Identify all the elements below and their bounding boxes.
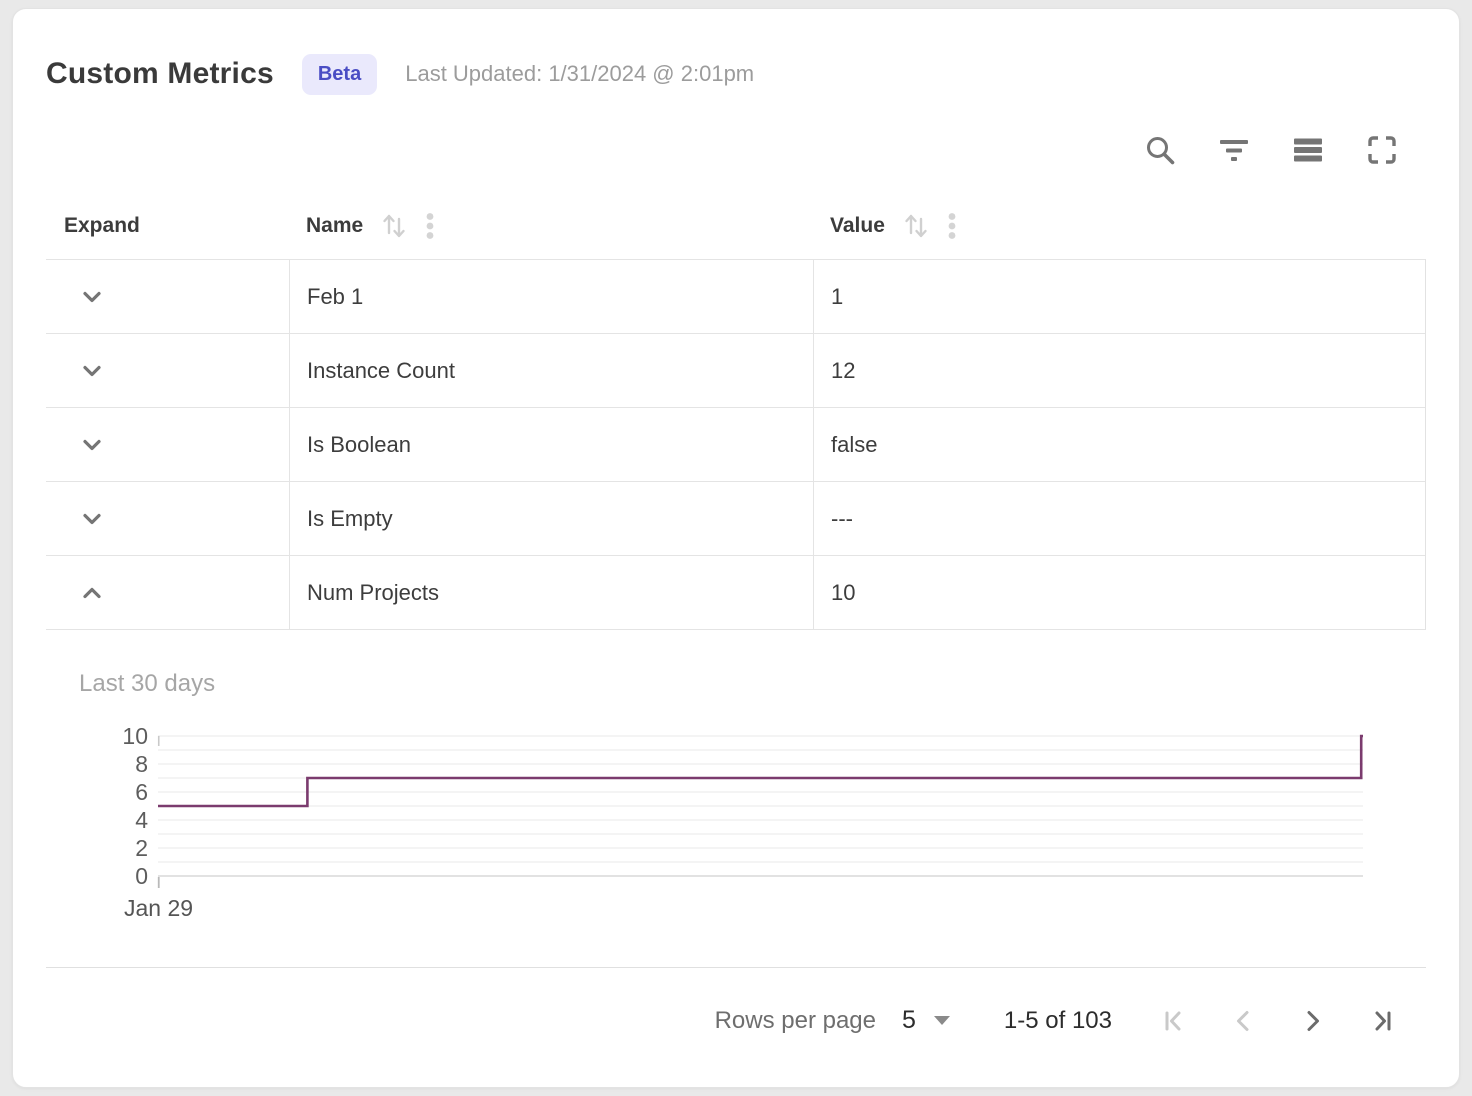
rows-per-page-value: 5 bbox=[902, 1006, 916, 1034]
expand-row-icon[interactable] bbox=[74, 432, 110, 458]
beta-badge: Beta bbox=[301, 53, 378, 95]
custom-metrics-card: Custom Metrics Beta Last Updated: 1/31/2… bbox=[12, 8, 1460, 1088]
table-footer: Rows per page 5 1-5 of 103 bbox=[46, 967, 1426, 1073]
expand-cell bbox=[46, 556, 289, 629]
metric-value-cell: --- bbox=[813, 482, 1425, 555]
pagination-range: 1-5 of 103 bbox=[1003, 1006, 1112, 1034]
rows-per-page-select[interactable]: 5 bbox=[902, 1006, 950, 1035]
metric-value-cell: 10 bbox=[813, 556, 1425, 629]
page-title: Custom Metrics bbox=[46, 57, 274, 90]
column-menu-icon[interactable] bbox=[425, 211, 435, 241]
table-header-row: Expand Name Value bbox=[46, 193, 1426, 259]
metric-name: Is Empty bbox=[307, 505, 393, 531]
metric-name-cell: Feb 1 bbox=[289, 260, 813, 333]
metric-value: false bbox=[831, 431, 878, 457]
table-toolbar bbox=[46, 133, 1426, 167]
last-updated-text: Last Updated: 1/31/2024 @ 2:01pm bbox=[405, 61, 755, 86]
y-tick-label: 10 bbox=[122, 726, 148, 749]
table-row: Feb 1 1 bbox=[46, 259, 1425, 333]
expand-cell bbox=[46, 408, 289, 481]
y-tick-label: 8 bbox=[135, 751, 148, 777]
chevron-down-icon bbox=[933, 1016, 950, 1025]
column-header-label: Value bbox=[830, 214, 885, 237]
metric-name: Feb 1 bbox=[307, 283, 364, 309]
metric-name: Is Boolean bbox=[307, 431, 411, 457]
y-tick-label: 4 bbox=[135, 807, 148, 833]
metric-name-cell: Is Boolean bbox=[289, 408, 813, 481]
metric-value-cell: 12 bbox=[813, 334, 1425, 407]
expand-row-icon[interactable] bbox=[74, 358, 110, 384]
rows-per-page-label: Rows per page bbox=[714, 1006, 876, 1034]
table-row: Is Boolean false bbox=[46, 407, 1425, 481]
collapse-row-icon[interactable] bbox=[74, 580, 110, 606]
column-header-label: Expand bbox=[64, 214, 140, 237]
metric-value-cell: false bbox=[813, 408, 1425, 481]
chart-title: Last 30 days bbox=[79, 670, 216, 697]
expand-cell bbox=[46, 482, 289, 555]
metric-value: --- bbox=[831, 505, 853, 531]
previous-page-icon[interactable] bbox=[1228, 1006, 1258, 1036]
y-tick-label: 6 bbox=[135, 779, 148, 805]
table-row: Instance Count 12 bbox=[46, 333, 1425, 407]
metrics-table: Expand Name Value bbox=[46, 193, 1426, 630]
table-row: Is Empty --- bbox=[46, 481, 1425, 555]
metric-value-cell: 1 bbox=[813, 260, 1425, 333]
table-row: Num Projects 10 bbox=[46, 555, 1425, 629]
metric-name: Instance Count bbox=[307, 357, 455, 383]
first-page-icon[interactable] bbox=[1158, 1006, 1188, 1036]
x-tick-label: Jan 29 bbox=[124, 895, 193, 921]
page-header: Custom Metrics Beta Last Updated: 1/31/2… bbox=[46, 51, 1426, 97]
table-body: Feb 1 1 Instance Count 12 Is Boolean false Is … bbox=[46, 259, 1426, 630]
metric-value: 10 bbox=[831, 579, 856, 605]
search-icon[interactable] bbox=[1144, 134, 1176, 166]
last-page-icon[interactable] bbox=[1368, 1006, 1398, 1036]
metric-step-line bbox=[158, 734, 1363, 808]
metric-name: Num Projects bbox=[307, 579, 440, 605]
column-menu-icon[interactable] bbox=[947, 211, 957, 241]
expand-cell bbox=[46, 260, 289, 333]
expand-cell bbox=[46, 334, 289, 407]
metric-value: 12 bbox=[831, 357, 856, 383]
next-page-icon[interactable] bbox=[1298, 1006, 1328, 1036]
column-header-expand: Expand bbox=[46, 214, 289, 238]
y-tick-label: 0 bbox=[135, 863, 148, 889]
sort-icon[interactable] bbox=[379, 211, 409, 241]
density-icon[interactable] bbox=[1292, 134, 1324, 166]
column-header-name[interactable]: Name bbox=[289, 211, 813, 241]
filter-icon[interactable] bbox=[1218, 134, 1250, 166]
expand-row-icon[interactable] bbox=[74, 284, 110, 310]
fullscreen-icon[interactable] bbox=[1366, 134, 1398, 166]
pagination-controls bbox=[1158, 1006, 1398, 1036]
metric-name-cell: Num Projects bbox=[289, 556, 813, 629]
metric-chart: 0 2 4 6 8 10 Jan 29 bbox=[46, 723, 1426, 929]
metric-value: 1 bbox=[831, 283, 844, 309]
y-tick-label: 2 bbox=[135, 835, 148, 861]
metric-name-cell: Is Empty bbox=[289, 482, 813, 555]
column-header-label: Name bbox=[306, 214, 364, 237]
metric-name-cell: Instance Count bbox=[289, 334, 813, 407]
expand-row-icon[interactable] bbox=[74, 506, 110, 532]
column-header-value[interactable]: Value bbox=[813, 211, 1426, 241]
sort-icon[interactable] bbox=[901, 211, 931, 241]
